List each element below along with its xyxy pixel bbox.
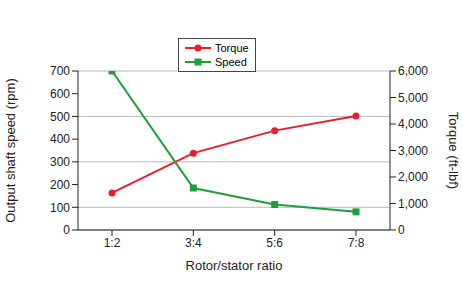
svg-text:Output shaft speed (rpm): Output shaft speed (rpm): [8, 78, 18, 223]
svg-text:4,000: 4,000: [398, 117, 428, 131]
svg-text:700: 700: [50, 64, 70, 78]
svg-text:400: 400: [50, 132, 70, 146]
svg-text:1,000: 1,000: [398, 197, 428, 211]
svg-text:200: 200: [50, 178, 70, 192]
svg-text:2,000: 2,000: [398, 170, 428, 184]
html-text:Speed: Speed: [215, 56, 247, 68]
svg-text:3,000: 3,000: [398, 144, 428, 158]
svg-text:5,000: 5,000: [398, 91, 428, 105]
svg-text:3:4: 3:4: [185, 236, 202, 250]
svg-text:7:8: 7:8: [348, 236, 365, 250]
svg-text:100: 100: [50, 201, 70, 215]
svg-text:5:6: 5:6: [266, 236, 283, 250]
svg-text:Rotor/stator ratio: Rotor/stator ratio: [186, 258, 283, 273]
svg-text:0: 0: [398, 223, 405, 237]
svg-text:6,000: 6,000: [398, 64, 428, 78]
svg-text:1:2: 1:2: [104, 236, 121, 250]
html-text:Torque: Torque: [215, 42, 249, 54]
svg-text:Torque (ft-lbf): Torque (ft-lbf): [446, 112, 454, 189]
svg-text:500: 500: [50, 110, 70, 124]
svg-text:300: 300: [50, 155, 70, 169]
svg-text:600: 600: [50, 87, 70, 101]
svg-text:0: 0: [63, 223, 70, 237]
